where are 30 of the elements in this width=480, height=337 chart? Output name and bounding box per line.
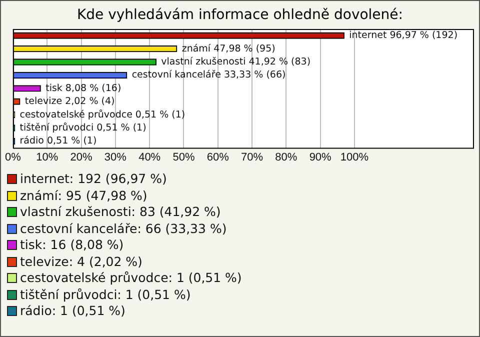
x-tick-label: 10% — [36, 151, 58, 164]
x-tick-label: 60% — [206, 151, 230, 164]
x-tick-label: 40% — [138, 151, 161, 164]
chart-title: Kde vyhledávám informace ohledně dovolené: — [76, 7, 404, 25]
x-tick-label: 100% — [340, 151, 369, 164]
legend-label: cestovatelské průvodce: 1 (0,51 %) — [20, 270, 242, 286]
data-label: cestovatelské průvodce 0,51 % (1) — [20, 108, 186, 120]
legend-label: rádio: 1 (0,51 %) — [20, 303, 126, 320]
legend-label: tištění průvodci: 1 (0,51 %) — [20, 286, 191, 303]
legend-label: internet: 192 (96,97 %) — [20, 171, 167, 188]
data-label: tisk 8,08 % (16) — [46, 82, 122, 94]
x-tick-label: 20% — [70, 151, 93, 164]
data-label: cestovní kanceláře 33,33 % (66) — [132, 70, 286, 81]
legend-label: cestovní kanceláře: 66 (33,33 %) — [20, 220, 227, 237]
x-tick-label: 80% — [275, 151, 298, 164]
data-label: rádio 0,51 % (1) — [20, 136, 97, 147]
data-label: internet 96,97 % (192) — [349, 30, 458, 42]
data-label: televize 2,02 % (4) — [24, 96, 115, 108]
x-tick-label: 50% — [172, 151, 195, 164]
data-label: známí 47,98 % (95) — [182, 43, 276, 54]
legend-label: vlastní zkušenosti: 83 (41,92 %) — [20, 204, 221, 220]
x-tick-label: 90% — [309, 151, 332, 164]
legend-label: televize: 4 (2,02 %) — [20, 254, 142, 270]
data-label: vlastní zkušenosti 41,92 % (83) — [161, 56, 311, 68]
legend-label: tisk: 16 (8,08 %) — [20, 237, 124, 254]
data-label: tištění průvodci 0,51 % (1) — [20, 121, 146, 134]
x-tick-label: 30% — [104, 151, 127, 164]
x-tick-label: 0% — [5, 151, 22, 164]
x-tick-label: 70% — [241, 151, 264, 164]
legend-label: známí: 95 (47,98 %) — [20, 188, 148, 204]
